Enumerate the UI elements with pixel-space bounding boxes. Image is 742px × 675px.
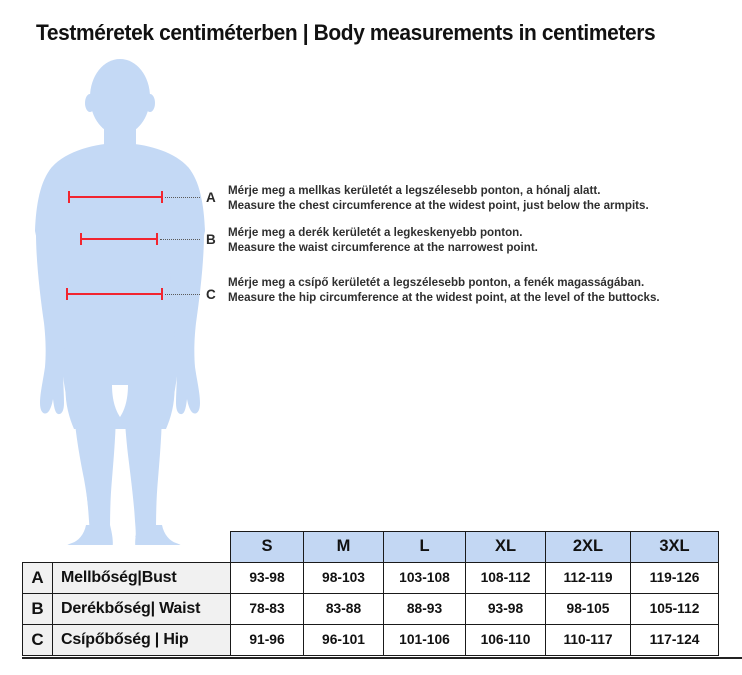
left-foot [67,525,113,545]
header-size-l: L [383,531,466,563]
header-blank-letter [23,532,53,563]
header-size-2xl: 2XL [545,531,631,563]
left-arm-shape [36,167,70,415]
marker-label-b: B [206,232,216,247]
marker-label-c: C [206,287,216,302]
measure-line-c [66,293,163,295]
cell-waist-l: 88-93 [383,592,466,625]
page-title: Testméretek centiméterben | Body measure… [36,20,656,45]
header-size-s: S [230,531,304,563]
instruction-c-en: Measure the hip circumference at the wid… [228,291,660,304]
header-size-xl: XL [465,531,546,563]
head-shape [90,59,150,135]
measure-line-b [80,238,158,240]
cell-bust-m: 98-103 [303,561,384,594]
instruction-c-hu: Mérje meg a csípő kerületét a legszélese… [228,276,645,289]
cell-hip-s: 91-96 [230,623,304,656]
row-letter-b: B [22,592,53,625]
measure-cap-a-right [161,191,163,203]
table-row: A Mellbőség|Bust 93-98 98-103 103-108 10… [22,561,719,594]
table-row: B Derékbőség| Waist 78-83 83-88 88-93 93… [22,592,719,625]
cell-bust-l: 103-108 [383,561,466,594]
row-name-waist: Derékbőség| Waist [52,592,231,625]
cell-hip-3xl: 117-124 [630,623,719,656]
leader-line-b [160,239,200,240]
torso-shape [35,143,205,395]
cell-bust-2xl: 112-119 [545,561,631,594]
male-body-silhouette [0,55,250,545]
instruction-a: Mérje meg a mellkas kerületét a legszéle… [228,183,649,213]
row-name-hip: Csípőbőség | Hip [52,623,231,656]
cell-waist-xl: 93-98 [465,592,546,625]
cell-hip-2xl: 110-117 [545,623,631,656]
instruction-b-en: Measure the waist circumference at the n… [228,241,538,254]
measure-line-a [68,196,163,198]
header-size-m: M [303,531,384,563]
cell-waist-m: 83-88 [303,592,384,625]
right-arm-shape [170,167,204,415]
cell-hip-xl: 106-110 [465,623,546,656]
row-name-bust: Mellbőség|Bust [52,561,231,594]
marker-label-a: A [206,190,216,205]
table-header-row: S M L XL 2XL 3XL [23,531,719,563]
cell-waist-s: 78-83 [230,592,304,625]
cell-hip-m: 96-101 [303,623,384,656]
cell-hip-l: 101-106 [383,623,466,656]
measure-cap-b-right [156,233,158,245]
cell-bust-3xl: 119-126 [630,561,719,594]
instruction-a-hu: Mérje meg a mellkas kerületét a legszéle… [228,184,601,197]
size-chart-table: S M L XL 2XL 3XL A Mellbőség|Bust 93-98 … [22,531,719,656]
cell-bust-s: 93-98 [230,561,304,594]
cell-waist-2xl: 98-105 [545,592,631,625]
cell-bust-xl: 108-112 [465,561,546,594]
right-leg [124,391,162,537]
row-letter-a: A [22,561,53,594]
left-leg [78,391,116,537]
right-foot [135,525,181,545]
instruction-a-en: Measure the chest circumference at the w… [228,199,649,212]
measure-cap-c-right [161,288,163,300]
instruction-b-hu: Mérje meg a derék kerületét a legkeskeny… [228,226,523,239]
header-size-3xl: 3XL [630,531,719,563]
instruction-c: Mérje meg a csípő kerületét a legszélese… [228,275,660,305]
table-row: C Csípőbőség | Hip 91-96 96-101 101-106 … [22,623,719,656]
row-letter-c: C [22,623,53,656]
bottom-rule [22,657,742,659]
header-blank-name [53,532,231,563]
leader-line-c [165,294,200,295]
leader-line-a [165,197,200,198]
cell-waist-3xl: 105-112 [630,592,719,625]
instruction-b: Mérje meg a derék kerületét a legkeskeny… [228,225,538,255]
